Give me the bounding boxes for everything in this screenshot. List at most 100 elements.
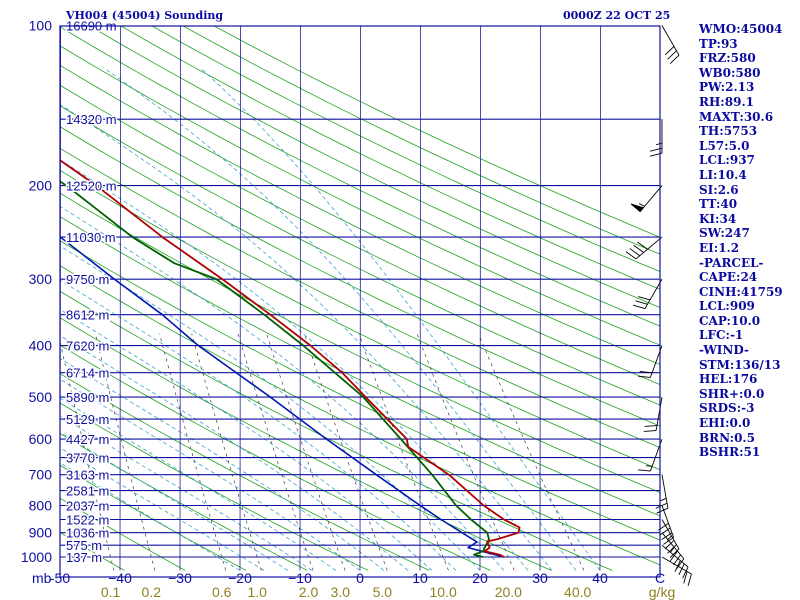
index-line: PW:2.13 — [699, 80, 755, 95]
height-label: 3770 m — [66, 451, 109, 466]
index-line: RH:89.1 — [699, 94, 754, 109]
pressure-label: 400 — [29, 338, 53, 354]
dry-adiabat-line — [60, 373, 430, 571]
height-label: 7620 m — [66, 339, 109, 354]
index-line: SW:247 — [699, 226, 750, 241]
moist-adiabat-line — [60, 397, 337, 571]
height-label: 6714 m — [66, 366, 109, 381]
pressure-label: 200 — [29, 178, 53, 194]
mixing-ratio-tick-label: 5.0 — [373, 584, 393, 600]
moist-adiabat-line — [60, 357, 385, 571]
dry-adiabat-line — [60, 64, 660, 366]
dry-adiabat-line — [60, 105, 660, 406]
index-line: CAP:10.0 — [699, 313, 761, 328]
mixing-ratio-tick-label: 0.2 — [142, 584, 162, 600]
moist-adiabats — [60, 67, 601, 571]
mixing-ratio-lines — [60, 333, 585, 571]
mixing-ratio-line — [478, 333, 585, 571]
index-line: LI:10.4 — [699, 167, 747, 182]
index-line: WMO:45004 — [699, 22, 783, 36]
indices-panel: WMO:45004 TP:93 FRZ:580 WB0:580 PW:2.13 RH:89… — [699, 22, 799, 460]
sounding-profiles — [60, 159, 521, 558]
index-line: -PARCEL- — [699, 255, 764, 270]
moist-adiabat-line — [60, 245, 481, 571]
mixing-ratio-line — [237, 333, 314, 571]
mixing-ratio-line — [358, 333, 449, 571]
pressure-label: 600 — [29, 431, 53, 447]
height-label: 5890 m — [66, 390, 109, 405]
index-line: BRN:0.5 — [699, 430, 755, 445]
temperature-tick-label: 10 — [412, 570, 428, 586]
index-line: FRZ:580 — [699, 51, 756, 66]
dry-adiabat-line — [182, 26, 660, 255]
index-line: TH:5753 — [699, 124, 758, 139]
plot-frame — [59, 25, 661, 578]
mixing-ratio-tick-label: 40.0 — [564, 584, 591, 600]
mixing-ratio-tick-label: 20.0 — [495, 584, 522, 600]
temperature-tick-label: −10 — [288, 570, 312, 586]
index-line: HEL:176 — [699, 372, 758, 387]
height-label: 3163 m — [66, 468, 109, 483]
height-label: 1522 m — [66, 512, 109, 527]
dry-adiabat-line — [60, 147, 660, 449]
isotherm-line — [599, 26, 601, 571]
temperature-tick-label: 20 — [472, 570, 488, 586]
moist-adiabat-line — [103, 67, 577, 571]
isotherm-line — [419, 26, 421, 571]
mixing-ratio-line — [191, 333, 262, 571]
temperature-unit-label: C — [655, 570, 665, 586]
mixing-ratio-tick-label: 10.0 — [429, 584, 456, 600]
height-label: 1036 m — [66, 526, 109, 541]
wind-barb — [632, 278, 663, 310]
mixing-ratio-tick-label: 2.0 — [299, 584, 319, 600]
index-line: LCL:909 — [699, 299, 755, 314]
mixing-ratio-line — [416, 333, 515, 571]
dry-adiabat-line — [60, 192, 660, 493]
height-label: 2581 m — [66, 484, 109, 499]
dry-adiabat-line — [151, 26, 660, 273]
isotherm-line — [119, 26, 121, 571]
index-line: LFC:-1 — [699, 328, 744, 343]
dry-adiabat-line — [60, 216, 660, 517]
isotherm-line — [179, 26, 181, 571]
index-line: KI:34 — [699, 211, 737, 226]
temperature-tick-label: 0 — [356, 570, 364, 586]
temperature-tick-label: -50 — [50, 570, 70, 586]
height-label: 14320 m — [66, 112, 117, 127]
temperature-tick-label: 30 — [532, 570, 548, 586]
pressure-label: 800 — [29, 498, 53, 514]
mixing-ratio-line — [60, 340, 115, 571]
index-line: STM:136/13 — [699, 357, 781, 372]
isotherm-line — [0, 1, 1, 570]
temperature-trace — [60, 159, 521, 558]
height-label: 137 m — [66, 550, 102, 565]
dry-adiabat-line — [60, 84, 660, 386]
moist-adiabat-line — [60, 447, 265, 571]
wind-barb — [630, 185, 663, 213]
isotherm-line — [359, 26, 361, 571]
moist-adiabat-line — [60, 309, 433, 571]
sounding-time: 0000Z 22 OCT 25 — [563, 9, 671, 22]
moist-adiabat-line — [60, 159, 529, 571]
index-line: -WIND- — [699, 343, 749, 358]
temperature-tick-label: −20 — [228, 570, 252, 586]
index-line: CAPE:24 — [699, 270, 758, 285]
index-line: BSHR:51 — [699, 445, 761, 460]
station-title: VH004 (45004) Sounding — [66, 9, 224, 22]
wind-barb — [661, 532, 685, 570]
temperature-tick-label: 40 — [592, 570, 608, 586]
index-line: SHR+:0.0 — [699, 386, 765, 401]
mixing-ratio-line — [266, 333, 346, 571]
wind-barbs — [625, 25, 692, 587]
mixing-ratio-unit-label: g/kg — [649, 584, 675, 600]
height-label: 5129 m — [66, 412, 109, 427]
pressure-label: 1000 — [21, 549, 52, 565]
moist-adiabat-line — [60, 462, 241, 571]
index-line: L57:5.0 — [699, 138, 750, 153]
wind-barb — [661, 25, 680, 64]
pressure-label: 300 — [29, 271, 53, 287]
wind-barb — [655, 474, 669, 514]
height-label: 9750 m — [66, 272, 109, 287]
